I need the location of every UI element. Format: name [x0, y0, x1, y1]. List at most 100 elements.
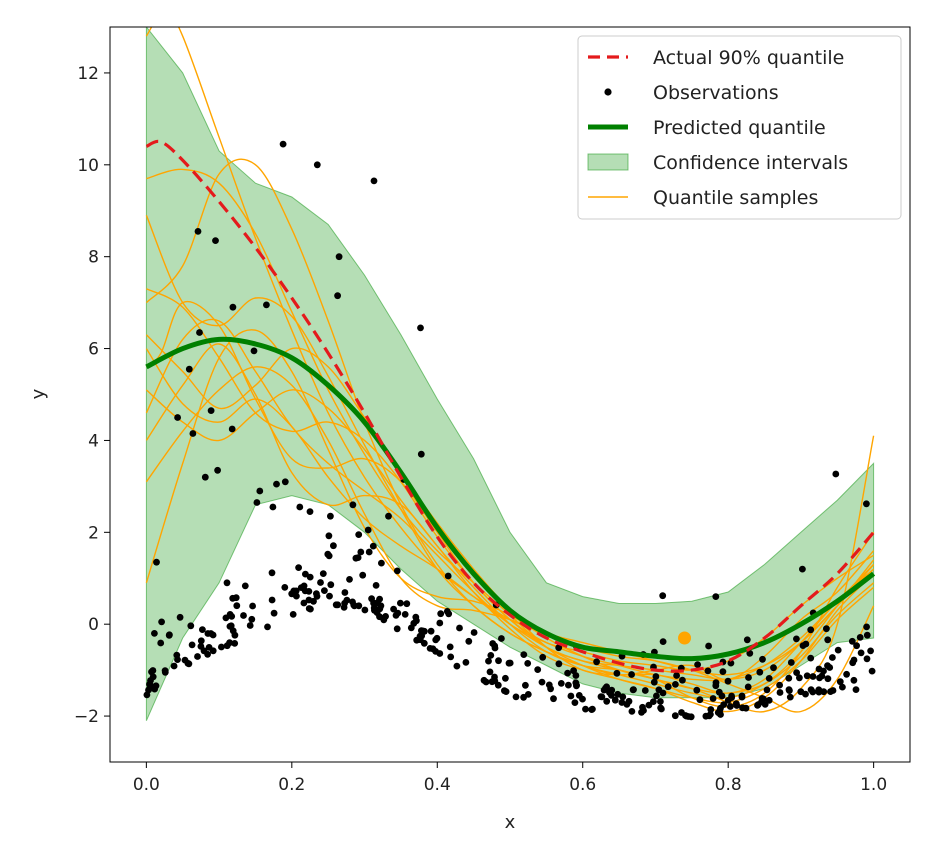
x-tick-label: 0.6	[569, 775, 596, 795]
observation-point	[268, 596, 276, 604]
observation-point	[365, 548, 373, 556]
observation-point	[153, 558, 160, 566]
observation-point	[520, 651, 528, 658]
observation-point	[704, 667, 712, 675]
observation-point	[204, 630, 212, 637]
observation-point	[807, 654, 815, 662]
observation-point	[715, 688, 723, 696]
observation-point	[321, 587, 328, 594]
observation-point	[849, 659, 857, 667]
observation-point	[437, 610, 445, 618]
observation-point	[707, 706, 715, 713]
observation-point	[743, 636, 751, 644]
observation-point	[444, 572, 452, 580]
observation-point	[785, 686, 793, 694]
observation-point	[487, 652, 495, 659]
quantile-lines-layer	[145, 139, 876, 673]
observation-point	[770, 664, 777, 672]
observation-point	[613, 669, 621, 677]
actual-quantile-line	[145, 139, 875, 673]
observation-point	[145, 686, 152, 694]
observation-point	[187, 622, 195, 630]
observation-point	[732, 700, 740, 708]
observation-point	[550, 695, 557, 703]
observation-point	[863, 655, 871, 663]
observation-point	[390, 605, 397, 613]
observation-point	[836, 678, 844, 686]
observation-point	[335, 253, 343, 261]
observation-point	[306, 508, 314, 515]
observation-point	[650, 678, 658, 686]
observation-point	[165, 631, 173, 639]
observation-point	[319, 570, 327, 577]
observation-point	[417, 324, 424, 332]
x-axis-label: x	[505, 812, 516, 833]
observation-point	[712, 682, 720, 690]
observation-point	[227, 622, 235, 630]
observation-point	[834, 646, 842, 654]
observation-point	[564, 669, 571, 677]
observation-point	[232, 594, 240, 602]
observation-point	[334, 292, 341, 300]
observation-point	[249, 602, 256, 610]
observation-point	[372, 582, 380, 589]
observation-point	[212, 237, 219, 245]
observation-point	[799, 565, 806, 573]
observation-point	[181, 656, 189, 664]
observation-point	[231, 640, 239, 647]
observation-point	[614, 690, 622, 698]
observation-point	[327, 512, 334, 520]
observation-point	[223, 579, 231, 587]
observation-point	[727, 659, 735, 667]
observation-point	[712, 593, 720, 600]
observation-point	[573, 682, 580, 690]
observation-point	[693, 686, 701, 694]
observation-point	[302, 570, 309, 578]
observation-point	[850, 676, 858, 684]
observation-point	[539, 653, 547, 661]
observation-point	[176, 613, 184, 621]
y-tick-label: 6	[88, 340, 99, 360]
observation-point	[194, 653, 201, 660]
observation-point	[350, 601, 358, 609]
legend-label: Confidence intervals	[653, 152, 848, 174]
observation-point	[341, 589, 349, 596]
observation-point	[705, 642, 712, 650]
observation-point	[313, 161, 321, 169]
observation-point	[802, 640, 810, 648]
observation-point	[744, 683, 752, 691]
observation-point	[696, 696, 704, 704]
legend-swatch-confidence	[587, 153, 629, 171]
observation-point	[664, 683, 672, 691]
observation-point	[170, 662, 178, 670]
observation-point	[273, 480, 280, 488]
observation-point	[520, 693, 527, 701]
observation-point	[376, 595, 383, 603]
y-tick-label: −2	[74, 707, 99, 727]
y-tick-label: 12	[77, 64, 99, 84]
observation-point	[512, 693, 520, 701]
observation-point	[250, 347, 258, 355]
observation-point	[687, 713, 695, 721]
observation-point	[429, 645, 437, 653]
observation-point	[279, 140, 287, 148]
observation-point	[188, 641, 196, 649]
observation-point	[582, 705, 589, 713]
observation-point	[158, 618, 166, 626]
observation-point	[638, 708, 645, 716]
observation-point	[354, 554, 362, 561]
observation-point	[326, 592, 333, 600]
observation-point	[296, 503, 304, 511]
observation-point	[369, 542, 377, 550]
observation-point	[228, 425, 236, 433]
observation-point	[815, 665, 823, 673]
observation-point	[857, 649, 865, 657]
observation-point	[218, 643, 225, 651]
observation-point	[462, 659, 470, 666]
observation-point	[300, 599, 308, 607]
observation-point	[756, 668, 764, 676]
observation-point	[776, 681, 783, 689]
observation-point	[246, 622, 254, 629]
observation-point	[199, 626, 206, 633]
observation-point	[829, 654, 836, 661]
